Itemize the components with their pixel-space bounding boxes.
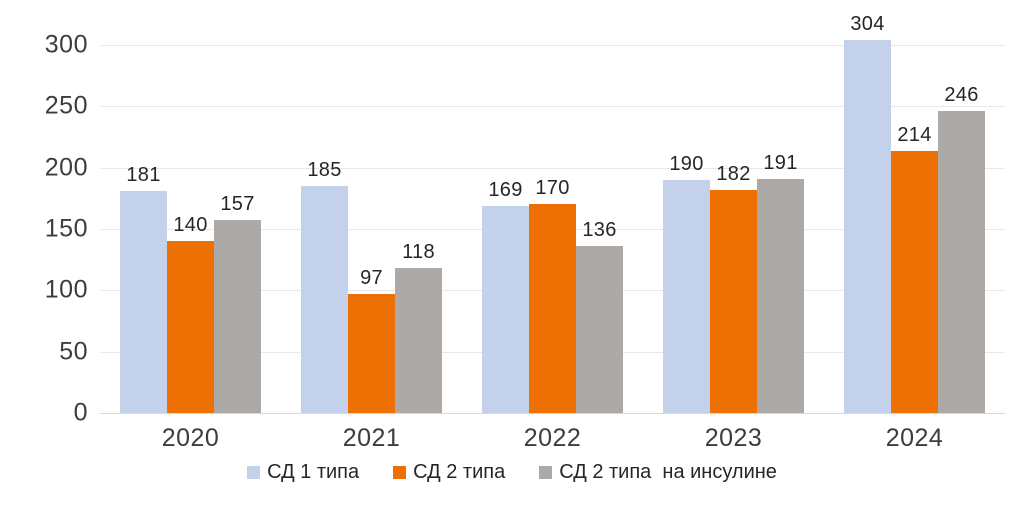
legend-item-label: СД 1 типа [267, 461, 360, 483]
bar-value-label: 246 [944, 84, 979, 107]
bar-group: 190 182 191 [643, 45, 824, 413]
bar-slot: 185 [301, 45, 348, 413]
bar-slot: 169 [482, 45, 529, 413]
bar[interactable] [663, 179, 710, 413]
bar-slot: 190 [663, 45, 710, 413]
bar-groups: 181 140 157 185 97 118 169 170 136 190 182 191 304 21… [100, 14, 1005, 413]
y-axis-tick-label: 250 [44, 91, 88, 120]
y-axis: 300 250 200 150 100 50 0 [0, 32, 88, 425]
legend-item-label: СД 2 типа на инсулине [559, 461, 777, 483]
bar[interactable] [710, 189, 757, 413]
bar-slot: 136 [576, 45, 623, 413]
bar-slot: 170 [529, 45, 576, 413]
bar-slot: 191 [757, 45, 804, 413]
bar-value-label: 304 [850, 13, 885, 36]
bar-value-label: 157 [220, 193, 255, 216]
bar-value-label: 170 [535, 177, 570, 200]
bar[interactable] [576, 246, 623, 413]
x-axis-tick-label: 2021 [342, 424, 401, 452]
bar-slot: 304 [844, 14, 891, 413]
x-axis-tick-label: 2023 [704, 424, 763, 452]
legend-swatch-icon [539, 465, 553, 479]
legend-item[interactable]: СД 2 типа [393, 462, 505, 482]
bar-group: 185 97 118 [281, 45, 462, 413]
x-axis-tick-label: 2022 [523, 424, 582, 452]
bar-slot: 181 [120, 45, 167, 413]
legend-swatch-icon [393, 465, 407, 479]
bar-group: 181 140 157 [100, 45, 281, 413]
y-axis-tick-label: 200 [44, 153, 88, 182]
legend-item[interactable]: СД 2 типа на инсулине [539, 462, 777, 482]
bar-value-label: 182 [716, 162, 751, 185]
bar-value-label: 140 [173, 214, 208, 237]
bar[interactable] [529, 204, 576, 413]
bar[interactable] [301, 186, 348, 413]
bar-slot: 118 [395, 45, 442, 413]
bar-slot: 140 [167, 45, 214, 413]
x-axis-tick-label: 2024 [885, 424, 944, 452]
bar[interactable] [482, 205, 529, 413]
bar[interactable] [395, 268, 442, 413]
y-axis-tick-label: 0 [73, 398, 88, 427]
bar[interactable] [214, 220, 261, 413]
bar-value-label: 181 [126, 163, 161, 186]
bar[interactable] [348, 294, 395, 413]
legend-swatch-icon [247, 465, 261, 479]
bar[interactable] [120, 190, 167, 413]
bar-value-label: 191 [763, 151, 798, 174]
bar-group: 169 170 136 [462, 45, 643, 413]
gridline [100, 106, 1005, 108]
bar-value-label: 136 [582, 219, 617, 242]
bar-slot: 214 [891, 45, 938, 413]
bar[interactable] [844, 40, 891, 413]
y-axis-tick-label: 150 [44, 214, 88, 243]
bar-slot: 97 [348, 45, 395, 413]
y-axis-tick-label: 100 [44, 275, 88, 304]
legend-item[interactable]: СД 1 типа [247, 462, 359, 482]
bar[interactable] [167, 241, 214, 413]
gridline [100, 167, 1005, 169]
bar-value-label: 190 [669, 152, 704, 175]
y-axis-tick-label: 50 [59, 337, 88, 366]
x-axis-tick-label: 2020 [161, 424, 220, 452]
bar-value-label: 214 [897, 123, 932, 146]
bar[interactable] [757, 178, 804, 413]
gridline [100, 45, 1005, 46]
chart-legend: СД 1 типа СД 2 типа СД 2 типа на инсулине [0, 462, 1024, 482]
bar[interactable] [938, 111, 985, 413]
bar-slot: 246 [938, 45, 985, 413]
bar-group: 304 214 246 [824, 14, 1005, 413]
legend-item-label: СД 2 типа [413, 461, 506, 483]
bar-value-label: 169 [488, 178, 523, 201]
bar-value-label: 97 [360, 267, 383, 290]
axis-baseline [100, 413, 1005, 414]
bar-value-label: 118 [402, 241, 435, 264]
bar[interactable] [891, 150, 938, 413]
x-axis: 2020 2021 2022 2023 2024 [100, 418, 1005, 458]
bar-slot: 182 [710, 45, 757, 413]
y-axis-tick-label: 300 [44, 30, 88, 59]
bar-slot: 157 [214, 45, 261, 413]
bar-value-label: 185 [307, 159, 342, 182]
